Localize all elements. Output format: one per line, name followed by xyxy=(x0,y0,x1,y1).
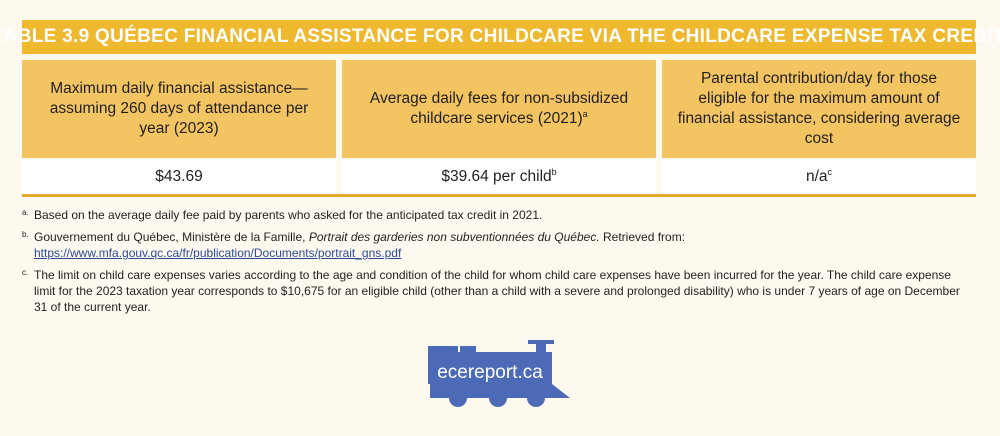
footnote-mark: c xyxy=(827,166,833,177)
wheel xyxy=(527,389,545,407)
header-text: Parental contribution/day for those elig… xyxy=(677,70,961,147)
footnote-text: The limit on child care expenses varies … xyxy=(34,268,960,314)
table-title: TABLE 3.9 QUÉBEC FINANCIAL ASSISTANCE FO… xyxy=(0,20,1000,54)
value-cell-parental-contribution: n/ac xyxy=(662,160,976,194)
footnote-mark: a xyxy=(582,108,588,119)
header-cell-parental-contribution: Parental contribution/day for those elig… xyxy=(662,60,976,158)
wheel xyxy=(489,389,507,407)
train-body xyxy=(428,340,570,398)
ecereport-train-logo: ecereport.ca xyxy=(428,340,570,407)
header-cell-average-fees: Average daily fees for non-subsidized ch… xyxy=(342,60,656,158)
value-text: $43.69 xyxy=(155,168,203,185)
wheel xyxy=(449,389,467,407)
value-cell-max-assistance: $43.69 xyxy=(22,160,336,194)
footnote-text: Gouvernement du Québec, Ministère de la … xyxy=(34,230,309,244)
footnote-marker: c. xyxy=(22,268,29,277)
source-title: Portrait des garderies non subventionnée… xyxy=(308,230,600,244)
data-row: $43.69 $39.64 per childb n/ac xyxy=(22,158,976,194)
footnotes: a. Based on the average daily fee paid b… xyxy=(22,207,972,321)
footnote-text: Retrieved from: xyxy=(599,230,686,244)
header-row: Maximum daily financial assistance—assum… xyxy=(22,60,976,158)
value-text: $39.64 per child xyxy=(441,168,552,185)
footnote-marker: b. xyxy=(22,230,29,239)
assistance-table: Maximum daily financial assistance—assum… xyxy=(22,60,976,197)
value-cell-average-fees: $39.64 per childb xyxy=(342,160,656,194)
logo-text: ecereport.ca xyxy=(437,362,543,383)
footnote-b: b. Gouvernement du Québec, Ministère de … xyxy=(22,229,972,261)
footnote-c: c. The limit on child care expenses vari… xyxy=(22,267,972,315)
header-text: Maximum daily financial assistance—assum… xyxy=(49,80,309,137)
footnote-marker: a. xyxy=(22,208,29,217)
value-text: n/a xyxy=(805,168,828,185)
header-cell-max-assistance: Maximum daily financial assistance—assum… xyxy=(22,60,336,158)
footnote-text: Based on the average daily fee paid by p… xyxy=(34,208,543,222)
source-link[interactable]: https://www.mfa.gouv.qc.ca/fr/publicatio… xyxy=(34,246,402,260)
footnote-mark: b xyxy=(551,166,557,177)
footnote-a: a. Based on the average daily fee paid b… xyxy=(22,207,972,223)
header-text: Average daily fees for non-subsidized ch… xyxy=(369,90,629,127)
